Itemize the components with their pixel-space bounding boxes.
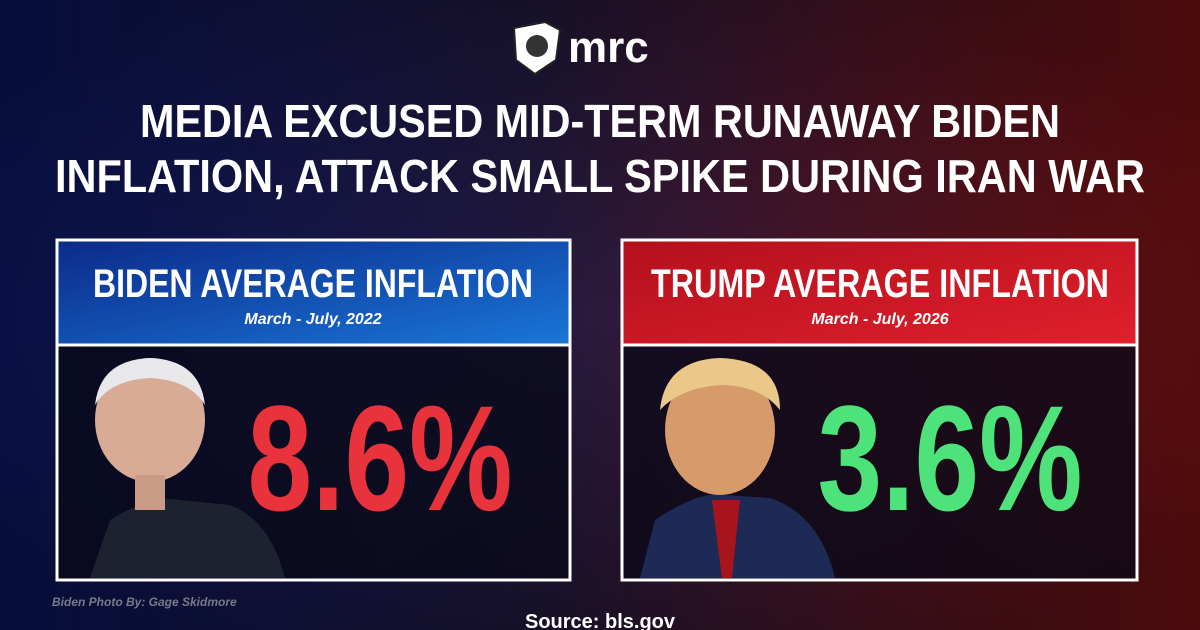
logo-text: mrc — [568, 23, 649, 72]
photo — [90, 358, 285, 578]
inflation-value: 8.6% — [248, 374, 513, 542]
title-line: MEDIA EXCUSED MID-TERM RUNAWAY BIDEN — [140, 95, 1060, 147]
title-line: INFLATION, ATTACK SMALL SPIKE DURING IRA… — [55, 150, 1145, 202]
panel: BIDEN AVERAGE INFLATION March - July, 20… — [55, 238, 572, 582]
photo-credit: Biden Photo By: Gage Skidmore — [52, 595, 237, 609]
logo: mrc — [512, 20, 649, 76]
inflation-value: 3.6% — [818, 374, 1083, 542]
source: Source: bls.gov — [525, 611, 676, 630]
photo — [640, 358, 835, 578]
panel: TRUMP AVERAGE INFLATION March - July, 20… — [620, 238, 1139, 582]
panel-period: March - July, 2026 — [811, 311, 948, 328]
panel-period: March - July, 2022 — [244, 311, 381, 328]
panel-heading: BIDEN AVERAGE INFLATION — [93, 262, 533, 306]
panel-heading: TRUMP AVERAGE INFLATION — [651, 262, 1109, 306]
